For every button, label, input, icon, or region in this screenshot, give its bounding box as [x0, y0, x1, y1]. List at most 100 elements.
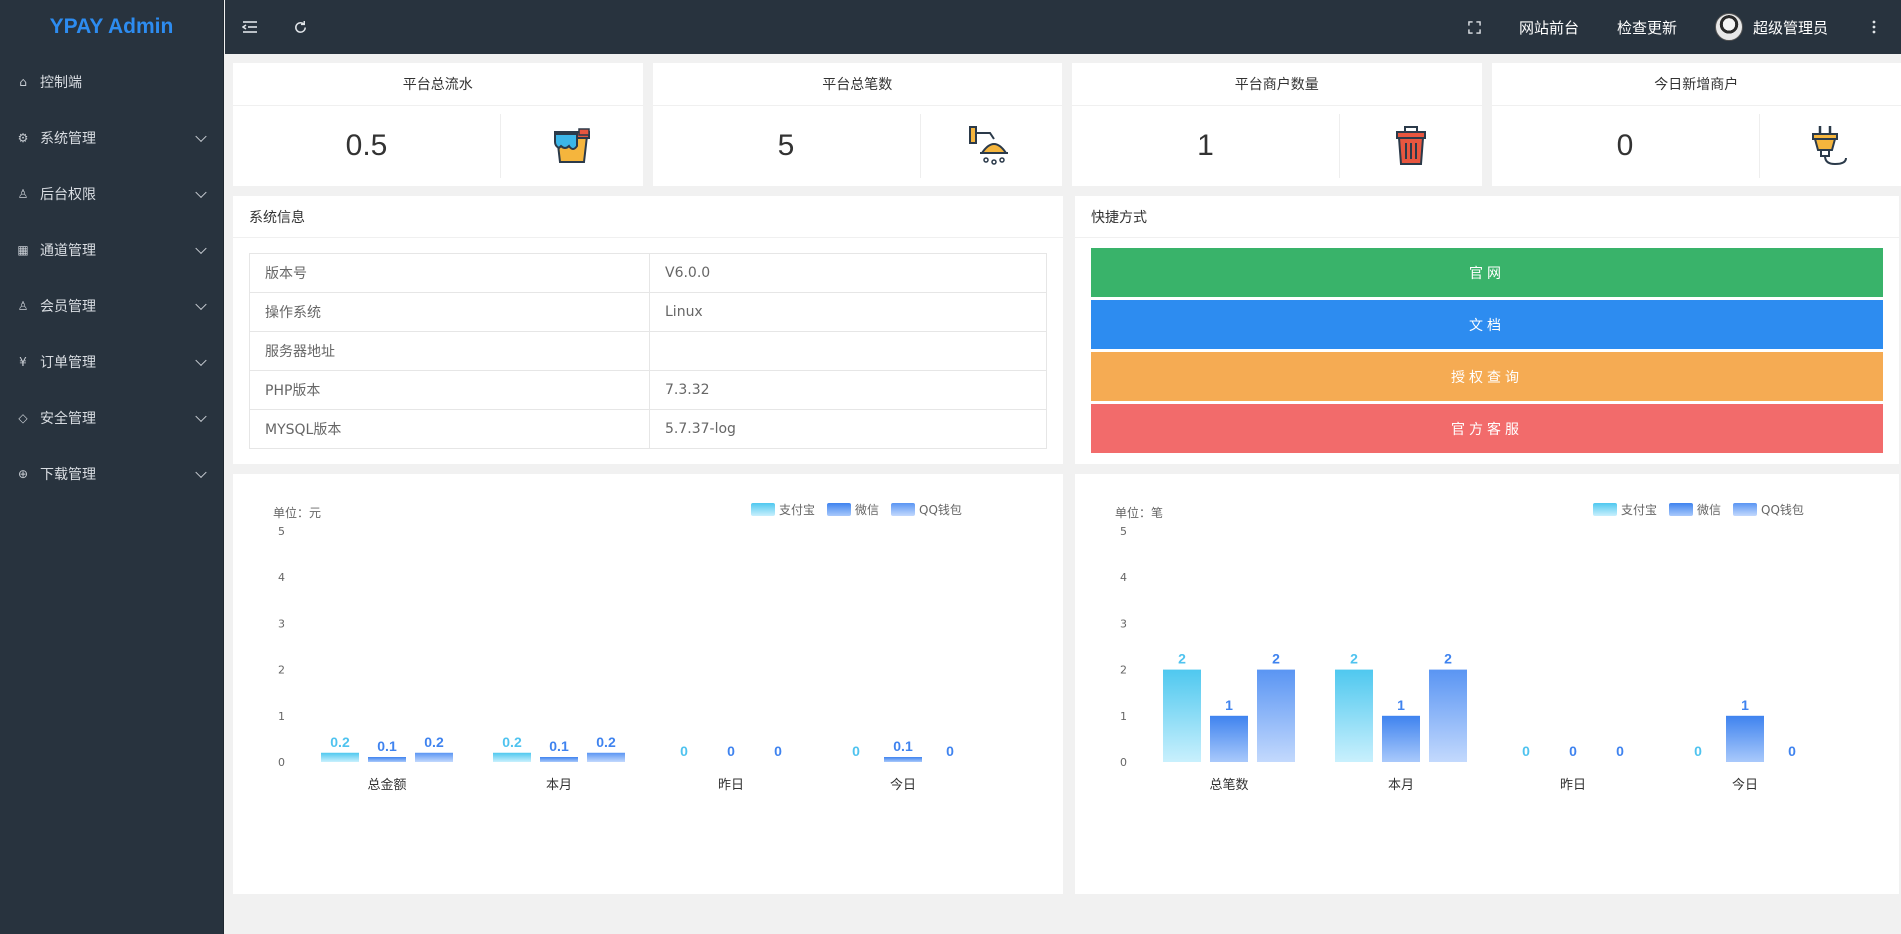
bar[interactable] [1429, 669, 1467, 762]
fullscreen-icon[interactable] [1450, 0, 1500, 54]
menu-collapse-icon[interactable] [225, 0, 275, 54]
amount-bar-chart: 单位：元 0 1 2 3 4 5 支付宝 微信 QQ钱包 0.2 0.1 0.2 总金额 0.2 0.1 0.2… [273, 502, 962, 793]
y-tick-label: 5 [1120, 525, 1127, 538]
app-logo[interactable]: YPAY Admin [49, 15, 174, 38]
bar[interactable] [884, 757, 922, 762]
member-icon: ♙ [17, 299, 29, 313]
sidebar-item-label: 后台权限 [40, 187, 96, 203]
sidebar-item-4[interactable]: ♙ 会员管理 [0, 278, 223, 334]
more-vertical-icon[interactable] [1847, 0, 1901, 54]
main-content: 平台总流水 0.5 平台总笔数 5 [233, 63, 1901, 894]
stat-value: 0.5 [233, 114, 501, 178]
legend-swatch[interactable] [1669, 503, 1693, 516]
docs-button[interactable]: 文档 [1091, 300, 1883, 349]
panel-title: 系统信息 [233, 196, 1063, 238]
sidebar-item-label: 通道管理 [40, 243, 96, 259]
user-icon: ♙ [17, 187, 29, 201]
table-row: 操作系统 Linux [249, 292, 1047, 332]
user-menu[interactable]: 超级管理员 [1696, 0, 1847, 54]
sidebar-menu: ⌂ 控制端 ⚙ 系统管理 ♙ 后台权限 ▦ 通道管理 ♙ 会员管理 ¥ 订单管理 ◇ 安全管理 ⊕ 下载管理 [0, 54, 223, 502]
legend-swatch[interactable] [827, 503, 851, 516]
bar[interactable] [1382, 715, 1420, 762]
sidebar-item-label: 系统管理 [40, 131, 96, 147]
bar-value-label: 0 [1569, 743, 1577, 759]
sidebar-item-1[interactable]: ⚙ 系统管理 [0, 110, 223, 166]
legend-label[interactable]: 微信 [1697, 503, 1721, 517]
stat-value: 1 [1072, 114, 1340, 178]
check-update-link[interactable]: 检查更新 [1616, 18, 1677, 37]
stat-cards: 平台总流水 0.5 平台总笔数 5 [233, 63, 1901, 186]
legend-swatch[interactable] [1593, 503, 1617, 516]
bar[interactable] [587, 752, 625, 762]
license-query-button[interactable]: 授权查询 [1091, 352, 1883, 401]
bar[interactable] [321, 752, 359, 762]
bar[interactable] [1335, 669, 1373, 762]
y-tick-label: 3 [278, 617, 285, 630]
bar[interactable] [493, 752, 531, 762]
x-category-label: 总笔数 [1209, 777, 1248, 793]
legend-swatch[interactable] [751, 503, 775, 516]
count-chart-panel: 单位：笔 0 1 2 3 4 5 支付宝 微信 QQ钱包 2 1 2 总笔数 2 1 2 本月 0 0 0 昨日 0 1 0 今日 [1075, 474, 1899, 894]
sidebar-item-label: 控制端 [40, 75, 82, 91]
bar-value-label: 2 [1178, 651, 1186, 667]
table-row: MYSQL版本 5.7.37-log [249, 409, 1047, 449]
stat-title: 今日新增商户 [1491, 63, 1901, 106]
bar[interactable] [1163, 669, 1201, 762]
bar-value-label: 0 [1616, 743, 1624, 759]
table-row: 版本号 V6.0.0 [249, 253, 1047, 293]
bar[interactable] [540, 757, 578, 762]
official-site-button[interactable]: 官网 [1091, 248, 1883, 297]
sidebar-item-label: 下载管理 [40, 467, 96, 483]
refresh-icon[interactable] [275, 0, 325, 54]
stat-title: 平台总笔数 [652, 63, 1062, 106]
bar-value-label: 0 [680, 743, 688, 759]
user-name: 超级管理员 [1752, 18, 1828, 37]
top-header: 网站前台 检查更新 超级管理员 [225, 0, 1901, 54]
gear-icon: ⚙ [17, 131, 29, 145]
legend-label[interactable]: 微信 [855, 503, 879, 517]
stat-value: 5 [653, 114, 921, 178]
charts-row: 单位：元 0 1 2 3 4 5 支付宝 微信 QQ钱包 0.2 0.1 0.2 总金额 0.2 0.1 0.2… [233, 474, 1901, 894]
paint-bucket-icon [501, 106, 643, 186]
legend-label[interactable]: QQ钱包 [1761, 502, 1804, 517]
apps-icon: ▦ [17, 243, 29, 257]
sidebar-item-6[interactable]: ◇ 安全管理 [0, 390, 223, 446]
system-info-table: 版本号 V6.0.0 操作系统 Linux 服务器地址 PHP版本 7.3.32 MY… [249, 253, 1047, 449]
avatar [1714, 13, 1743, 41]
yen-icon: ¥ [19, 355, 27, 369]
official-support-button[interactable]: 官方客服 [1091, 404, 1883, 453]
chevron-down-icon [195, 354, 207, 367]
y-tick-label: 3 [1120, 617, 1127, 630]
chevron-down-icon [195, 186, 207, 199]
stat-value: 0 [1492, 114, 1760, 178]
x-category-label: 总金额 [367, 777, 406, 793]
y-tick-label: 4 [1120, 571, 1127, 584]
x-category-label: 今日 [890, 777, 916, 793]
stat-card: 平台总流水 0.5 [233, 63, 643, 186]
sidebar-item-2[interactable]: ♙ 后台权限 [0, 166, 223, 222]
bar[interactable] [1257, 669, 1295, 762]
bar[interactable] [1726, 715, 1764, 762]
unit-label: 单位：笔 [1115, 505, 1163, 520]
sidebar-item-7[interactable]: ⊕ 下载管理 [0, 446, 223, 502]
y-tick-label: 1 [1120, 710, 1127, 723]
y-tick-label: 4 [278, 571, 285, 584]
sidebar-item-0[interactable]: ⌂ 控制端 [0, 54, 223, 110]
sidebar-item-5[interactable]: ¥ 订单管理 [0, 334, 223, 390]
bar[interactable] [415, 752, 453, 762]
info-value: V6.0.0 [649, 253, 1047, 293]
bar[interactable] [1210, 715, 1248, 762]
home-icon: ⌂ [19, 75, 27, 89]
legend-label[interactable]: 支付宝 [1621, 503, 1657, 517]
sidebar-item-3[interactable]: ▦ 通道管理 [0, 222, 223, 278]
legend-label[interactable]: QQ钱包 [919, 502, 962, 517]
sidebar-item-label: 安全管理 [40, 411, 96, 427]
frontend-link[interactable]: 网站前台 [1518, 18, 1579, 37]
bar-value-label: 0.1 [377, 738, 397, 754]
legend-swatch[interactable] [891, 503, 915, 516]
plug-icon [1760, 106, 1901, 186]
bar[interactable] [368, 757, 406, 762]
sidebar-item-label: 会员管理 [40, 299, 96, 315]
legend-swatch[interactable] [1733, 503, 1757, 516]
legend-label[interactable]: 支付宝 [779, 503, 815, 517]
